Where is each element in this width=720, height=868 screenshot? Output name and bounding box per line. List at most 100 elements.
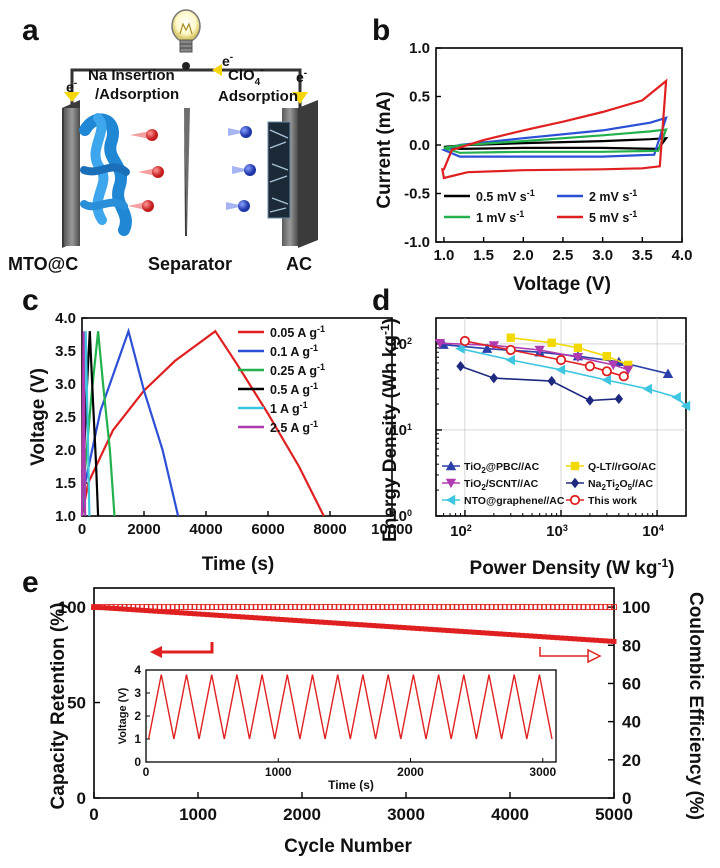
e-inset-ytick-label: 0 (134, 755, 141, 769)
b-ytick-label: 1.0 (409, 40, 430, 57)
e-retention-point (576, 636, 582, 642)
d-data-point (547, 338, 556, 347)
e-efficiency-point (370, 604, 377, 611)
d-data-point (622, 365, 634, 376)
e-efficiency-point (156, 604, 163, 611)
b-xtick-label: 4.0 (672, 247, 693, 264)
d-data-point (618, 371, 629, 382)
e-inset-gcd-curve (147, 674, 553, 740)
c-legend-label: 0.1 A g-1 (270, 343, 318, 359)
e-efficiency-point (506, 604, 513, 611)
e-retention-point (95, 604, 101, 610)
c-ytick-label: 3.0 (55, 376, 76, 393)
e-efficiency-point (235, 604, 242, 611)
e-retention-point (458, 628, 464, 634)
e-efficiency-point (375, 604, 381, 611)
c-series-curve (80, 331, 87, 517)
c-legend-label: 1 A g-1 (270, 400, 308, 416)
e-xtick-label: 5000 (595, 805, 633, 824)
c-legend: 0.05 A g-1 0.1 A g-1 0.25 A g-1 0.5 A g-1 1 … (238, 324, 325, 435)
svg-text:e-: e- (222, 52, 233, 69)
e-efficiency-point (423, 604, 430, 611)
e-right-axis-arrow (539, 647, 590, 657)
e-efficiency-point (348, 604, 355, 611)
d-data-point (534, 345, 545, 356)
e-efficiency-point (134, 604, 141, 611)
e-retention-point (200, 611, 206, 617)
d-ytick-label: 102 (390, 336, 412, 353)
e-efficiency-point (248, 604, 255, 611)
c-ytick-label: 1.5 (55, 475, 76, 492)
e-efficiency-point (270, 604, 277, 611)
e-efficiency-point (449, 604, 456, 611)
left-process-line1: Na Insertion (88, 67, 175, 84)
e-efficiency-point (152, 604, 159, 611)
b-legend: 0.5 mV s-1 2 mV s-1 1 mV s-1 5 mV s-1 (444, 188, 637, 225)
e-retention-point (580, 636, 586, 642)
e-retention-point (414, 625, 420, 631)
left-process-line2: /Adsorption (95, 86, 179, 103)
d-legend-marker (445, 494, 456, 506)
d-ytick-label: 100 (390, 508, 412, 525)
electron-top-right: e- (212, 52, 233, 76)
e-efficiency-point (139, 604, 146, 611)
e-retention-point (170, 609, 176, 615)
e-retention-point (563, 635, 569, 641)
e-retention-point (550, 634, 556, 640)
d-xlabel: Power Density (W kg-1) (470, 556, 675, 579)
e-inset-ylabel: Voltage (V) (117, 687, 129, 744)
b-xtick-label: 2.0 (513, 247, 534, 264)
e-retention-point (91, 604, 97, 610)
e-efficiency-point (344, 604, 351, 611)
left-electrode-plate (62, 100, 80, 248)
e-retention-point (231, 613, 237, 619)
e-efficiency-point (353, 604, 360, 611)
e-inset-ytick-label: 2 (134, 709, 141, 723)
e-retention-point (532, 633, 538, 639)
e-efficiency-point (261, 604, 268, 611)
e-retention-point (161, 609, 167, 615)
c-xtick-label: 4000 (189, 521, 222, 538)
e-retention-point (607, 638, 613, 644)
e-efficiency-point (292, 604, 298, 611)
cycling-plot: 0 1000 2000 3000 4000 50000501000204060801000… (58, 587, 650, 824)
b-legend-label: 5 mV s-1 (589, 209, 637, 225)
e-retention-point (358, 622, 364, 628)
d-data-point (555, 354, 567, 366)
e-retention-point (393, 624, 399, 630)
e-retention-point (375, 623, 381, 629)
e-efficiency-point (322, 604, 329, 611)
e-retention-point (143, 608, 149, 614)
e-retention-point (349, 621, 355, 627)
e-retention-point (589, 637, 595, 643)
b-ytick-label: 0.5 (409, 89, 430, 106)
d-data-point (459, 335, 471, 347)
d-data-point (671, 392, 681, 403)
c-legend-label: 0.25 A g-1 (270, 362, 325, 378)
e-efficiency-point (160, 604, 167, 611)
e-retention-point (226, 613, 232, 619)
e-inset-ytick-label: 4 (134, 663, 141, 677)
e-ytick-right-label: 20 (622, 751, 641, 770)
e-efficiency-point (479, 604, 486, 611)
d-data-point (456, 361, 465, 372)
e-ytick-label: 100 (58, 598, 86, 617)
e-efficiency-point (178, 604, 185, 611)
e-retention-point (489, 630, 495, 636)
cv-plot: 1.0 1.5 2.0 2.5 3.0 3.5 4.0 -1.0 -0.5 0.0 0.5 1.0 (404, 40, 692, 264)
e-retention-point (432, 627, 438, 633)
e-efficiency-point (519, 604, 526, 611)
e-efficiency-point (95, 604, 102, 611)
e-efficiency-point (589, 604, 596, 611)
e-ytick-right-label: 40 (622, 713, 641, 732)
e-efficiency-point (226, 604, 233, 611)
e-retention-point (436, 627, 442, 633)
e-retention-point (108, 605, 114, 611)
e-efficiency-point (436, 604, 443, 611)
e-efficiency-point (283, 604, 290, 611)
e-retention-point (152, 608, 158, 614)
e-retention-point (327, 620, 333, 626)
d-data-point (608, 360, 619, 371)
e-axes-frame (93, 587, 615, 799)
